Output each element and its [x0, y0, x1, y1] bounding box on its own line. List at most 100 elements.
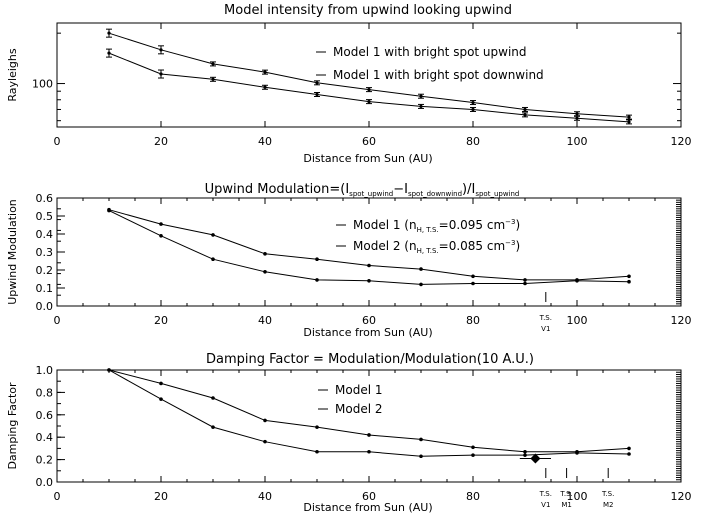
data-point	[419, 267, 423, 271]
data-point	[211, 396, 215, 400]
x-tick-label: 40	[258, 490, 272, 503]
x-tick-label: 20	[154, 135, 168, 148]
legend-entry-1: Model 1 (nH, T.S.=0.095 cm−3)	[353, 218, 520, 234]
data-point	[263, 418, 267, 423]
data-point	[471, 453, 475, 457]
axis-ticks: 0 20 40 60 80 100 120 100	[32, 23, 692, 148]
x-axis-label: Distance from Sun (AU)	[303, 152, 432, 165]
chart-title: Upwind Modulation=(Ispot_upwind−Ispot_do…	[205, 182, 520, 198]
legend-text: Model 1 (n	[353, 218, 417, 232]
data-point	[419, 437, 423, 442]
x-tick-label: 60	[362, 490, 376, 503]
y-axis-label: Rayleighs	[6, 48, 19, 101]
data-point	[471, 445, 475, 450]
legend-subscript: H, T.S.	[417, 226, 439, 234]
x-tick-label: 100	[567, 490, 588, 503]
legend-entry-1: Model 1 with bright spot upwind	[333, 45, 527, 59]
data-point	[575, 279, 579, 283]
title-part: −I	[393, 182, 408, 197]
y-tick-label: 0.6	[36, 409, 54, 422]
title-subscript: spot_upwind	[475, 190, 519, 198]
legend: Model 1 (nH, T.S.=0.095 cm−3) Model 2 (n…	[336, 218, 520, 255]
ts-label: V1	[541, 325, 550, 333]
title-subscript: spot_upwind	[349, 190, 393, 198]
data-point	[575, 451, 579, 455]
data-point	[523, 453, 527, 457]
ts-label: T.S.	[539, 490, 552, 498]
x-tick-label: 120	[671, 135, 692, 148]
y-tick-label: 0.4	[36, 431, 54, 444]
data-point	[107, 208, 111, 213]
ts-label: T.S.	[601, 490, 614, 498]
ts-label: M2	[603, 501, 614, 509]
x-tick-label: 40	[258, 314, 272, 327]
x-tick-label: 80	[466, 135, 480, 148]
data-point	[107, 368, 111, 372]
data-point	[211, 425, 215, 429]
legend-entry-2: Model 2 (nH, T.S.=0.085 cm−3)	[353, 239, 520, 255]
data-point	[471, 281, 475, 286]
y-axis-label: Upwind Modulation	[6, 199, 19, 305]
y-tick-label: 0.0	[36, 476, 54, 489]
legend-entry-2: Model 1 with bright spot downwind	[333, 68, 544, 82]
legend-entry-2: Model 2	[335, 402, 382, 416]
y-tick-label: 0.5	[36, 210, 54, 223]
x-axis-label: Distance from Sun (AU)	[303, 501, 432, 514]
ts-label: M1	[561, 501, 572, 509]
legend-text: =0.085 cm	[439, 239, 506, 253]
data-point	[159, 397, 163, 401]
panel-damping: Damping Factor = Modulation/Modulation(1…	[6, 352, 692, 514]
data-point	[471, 274, 475, 279]
series-group	[107, 368, 631, 459]
legend-text: )	[516, 218, 521, 232]
data-point	[211, 257, 215, 262]
data-point	[159, 381, 163, 386]
series-group	[107, 207, 631, 287]
axis-ticks: 0 20 40 60 80 100 120 0.0 0.1 0.2 0.3 0.4 0.5 0.6	[36, 192, 692, 327]
chart-title: Model intensity from upwind looking upwi…	[224, 3, 512, 18]
x-tick-label: 100	[567, 314, 588, 327]
x-tick-label: 60	[362, 135, 376, 148]
data-point	[211, 233, 215, 237]
data-point	[523, 278, 527, 282]
x-tick-label: 80	[466, 314, 480, 327]
data-point	[523, 449, 527, 454]
data-point	[263, 439, 267, 444]
data-point	[315, 278, 319, 282]
x-tick-label: 0	[54, 314, 61, 327]
x-tick-label: 0	[54, 490, 61, 503]
x-tick-label: 20	[154, 314, 168, 327]
chart-title: Damping Factor = Modulation/Modulation(1…	[206, 352, 534, 367]
data-point	[627, 452, 631, 456]
panel-modulation: Upwind Modulation=(Ispot_upwind−Ispot_do…	[6, 182, 692, 339]
y-tick-label: 0.3	[36, 246, 54, 259]
data-point	[367, 279, 371, 283]
obs-point	[530, 453, 541, 464]
legend-subscript: H, T.S.	[417, 247, 439, 255]
x-tick-label: 60	[362, 314, 376, 327]
data-point	[159, 222, 163, 226]
x-axis-label: Distance from Sun (AU)	[303, 326, 432, 339]
y-tick-label: 0.8	[36, 386, 54, 399]
data-point	[367, 263, 371, 268]
y-tick-label: 0.2	[36, 264, 54, 277]
y-tick-label: 0.0	[36, 300, 54, 313]
data-point	[315, 257, 319, 262]
data-point	[367, 433, 371, 437]
legend-entry-1: Model 1	[335, 383, 382, 397]
y-tick-label: 0.6	[36, 192, 54, 205]
data-point	[627, 274, 631, 279]
data-point	[419, 282, 423, 287]
x-tick-label: 0	[54, 135, 61, 148]
y-tick-label: 0.1	[36, 282, 54, 295]
annotations: T.S. V1 T.S. M1 T.S. M2	[519, 453, 614, 509]
title-part: )/I	[462, 182, 475, 197]
ts-label: T.S.	[539, 314, 552, 322]
data-point	[419, 454, 423, 459]
legend-superscript: −3	[505, 239, 515, 247]
legend: Model 1 with bright spot upwind Model 1 …	[316, 45, 544, 82]
data-point	[627, 279, 631, 284]
data-point	[627, 446, 631, 451]
legend: Model 1 Model 2	[318, 383, 382, 416]
y-tick-label: 0.2	[36, 454, 54, 467]
